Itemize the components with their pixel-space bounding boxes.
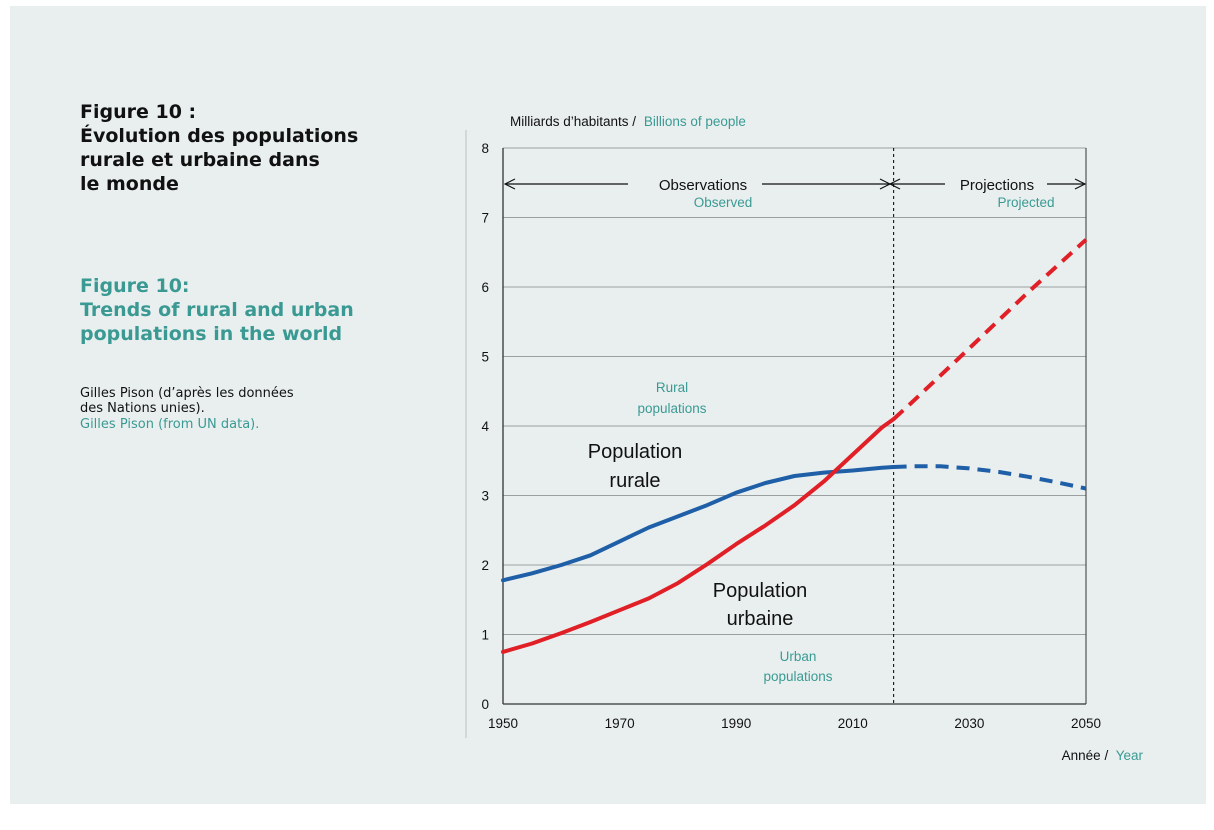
y-tick-label: 1: [481, 628, 489, 643]
x-tick-labels: 1950 1970 1990 2010 2030 2050: [488, 716, 1101, 731]
y-tick-labels: 0 1 2 3 4 5 6 7 8: [481, 141, 489, 712]
english-title-line: Trends of rural and urban: [80, 299, 354, 321]
x-axis-label-en: Year: [1116, 748, 1144, 763]
observed-label-fr: Observations: [659, 177, 747, 194]
rural-projected-line: [893, 464, 1087, 491]
english-title-line: populations in the world: [80, 323, 343, 345]
figure-panel: [10, 6, 1206, 804]
urban-fr-annotation-line: urbaine: [727, 608, 794, 630]
y-tick-label: 5: [481, 350, 489, 365]
y-tick-label: 4: [481, 419, 489, 434]
series-layer: [501, 238, 1088, 654]
english-title-line: Figure 10:: [80, 275, 190, 297]
urban-fr-annotation-line: Population: [713, 580, 808, 602]
rural-en-annotation-line: Rural: [656, 380, 688, 395]
french-title-line: rurale et urbaine dans: [80, 149, 320, 171]
y-tick-label: 7: [481, 211, 489, 226]
x-axis-label-fr: Année /: [1062, 748, 1109, 763]
x-tick-label: 1970: [605, 716, 635, 731]
observed-label-en: Observed: [694, 195, 753, 210]
french-title-line: Figure 10 :: [80, 101, 197, 123]
y-axis-label-fr: Milliards d’habitants /: [510, 114, 636, 129]
y-tick-label: 8: [481, 141, 489, 156]
english-title: Figure 10: Trends of rural and urban pop…: [80, 274, 400, 346]
rural-fr-annotation-line: rurale: [609, 470, 660, 492]
rural-fr-annotation-line: Population: [588, 441, 683, 463]
source-french-line: Gilles Pison (d’après les données: [80, 386, 294, 401]
urban-en-annotation-line: populations: [763, 669, 832, 684]
french-title-line: Évolution des populations: [80, 125, 359, 147]
source-french-line: des Nations unies).: [80, 401, 205, 416]
y-tick-label: 2: [481, 558, 489, 573]
rural-en-annotation-line: populations: [637, 401, 706, 416]
x-tick-label: 2010: [838, 716, 868, 731]
urban-observed-line: [501, 417, 896, 654]
y-axis-label-en: Billions of people: [644, 114, 746, 129]
source-english: Gilles Pison (from UN data).: [80, 417, 260, 432]
x-tick-label: 2050: [1071, 716, 1101, 731]
x-tick-label: 2030: [954, 716, 984, 731]
y-axis-label: Milliards d’habitants / Billions of peop…: [510, 114, 746, 129]
projected-label-fr: Projections: [960, 177, 1034, 194]
grid: [503, 147, 1086, 635]
urban-projected-line: [892, 238, 1088, 421]
french-title: Figure 10 : Évolution des populations ru…: [80, 100, 400, 196]
french-title-line: le monde: [80, 173, 179, 195]
y-tick-label: 6: [481, 280, 489, 295]
y-tick-label: 0: [481, 697, 489, 712]
source-french: Gilles Pison (d’après les données des Na…: [80, 386, 380, 416]
rural-observed-line: [501, 465, 896, 583]
y-tick-label: 3: [481, 489, 489, 504]
x-tick-label: 1990: [721, 716, 751, 731]
x-tick-label: 1950: [488, 716, 518, 731]
x-axis-label: Année / Year: [1062, 748, 1144, 763]
projected-label-en: Projected: [997, 195, 1054, 210]
urban-en-annotation-line: Urban: [780, 649, 817, 664]
